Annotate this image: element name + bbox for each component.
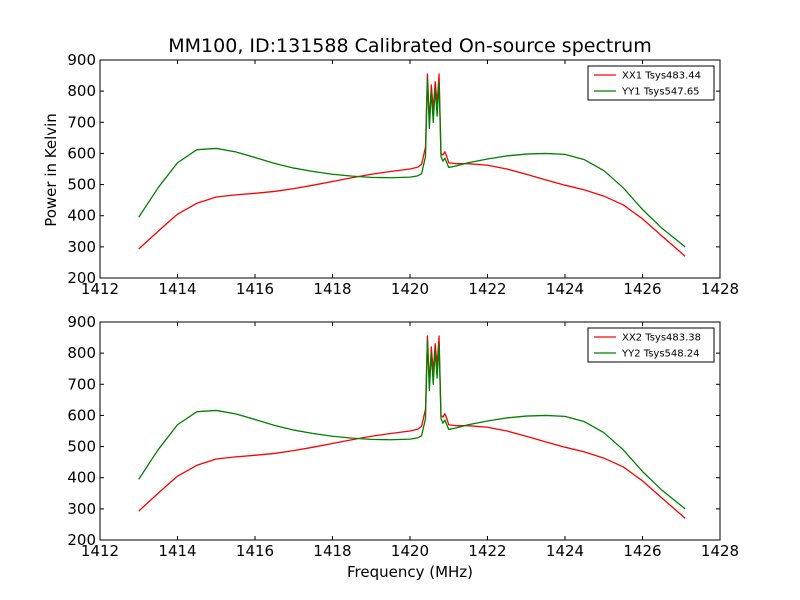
series-line-yy-panel-1 xyxy=(138,78,686,248)
x-axis-label: Frequency (MHz) xyxy=(347,563,473,581)
legend-entry: XX1 Tsys483.44 xyxy=(622,71,701,82)
x-tick-label: 1418 xyxy=(313,280,351,298)
legend-entry: YY2 Tsys548.24 xyxy=(621,349,700,360)
x-tick-label: 1416 xyxy=(236,542,274,560)
x-tick-label: 1428 xyxy=(701,542,739,560)
series-line-yy-panel-2 xyxy=(138,340,686,510)
x-tick-label: 1418 xyxy=(313,542,351,560)
y-tick-label: 800 xyxy=(67,344,96,362)
x-tick-label: 1412 xyxy=(81,542,119,560)
y-tick-label: 900 xyxy=(67,313,96,331)
x-tick-label: 1426 xyxy=(623,280,661,298)
y-tick-label: 500 xyxy=(67,176,96,194)
x-tick-label: 1424 xyxy=(546,542,584,560)
y-tick-label: 400 xyxy=(67,469,96,487)
x-tick-label: 1428 xyxy=(701,280,739,298)
x-tick-label: 1416 xyxy=(236,280,274,298)
bottom-panel: 1412 1414 1416 1418 1420 1422 1424 1426 1428 200 3… xyxy=(67,313,739,560)
y-axis-label: Power in Kelvin xyxy=(42,113,60,227)
y-tick-label: 300 xyxy=(67,238,96,256)
x-tick-label: 1426 xyxy=(623,542,661,560)
x-tick-label: 1420 xyxy=(391,542,429,560)
legend-box xyxy=(587,65,715,101)
legend-entry: YY1 Tsys547.65 xyxy=(621,87,700,98)
y-tick-label: 600 xyxy=(67,144,96,162)
x-tick-label: 1424 xyxy=(546,280,584,298)
y-tick-label: 700 xyxy=(67,375,96,393)
y-tick-label: 200 xyxy=(67,531,96,549)
y-tick-label: 700 xyxy=(67,113,96,131)
x-tick-label: 1414 xyxy=(158,280,196,298)
legend-panel-2: XX2 Tsys483.38 YY2 Tsys548.24 xyxy=(587,327,715,363)
chart-title: MM100, ID:131588 Calibrated On-source sp… xyxy=(168,35,651,57)
x-tick-label: 1422 xyxy=(468,542,506,560)
x-tick-label: 1422 xyxy=(468,280,506,298)
legend-box xyxy=(587,327,715,363)
legend-entry: XX2 Tsys483.38 xyxy=(622,333,701,344)
y-tick-label: 500 xyxy=(67,438,96,456)
y-tick-label: 800 xyxy=(67,82,96,100)
legend-panel-1: XX1 Tsys483.44 YY1 Tsys547.65 xyxy=(587,65,715,101)
x-tick-label: 1414 xyxy=(158,542,196,560)
top-panel: 1412 1414 1416 1418 1420 1422 1424 1426 1428 200 3… xyxy=(67,51,739,298)
y-tick-label: 900 xyxy=(67,51,96,69)
y-tick-label: 600 xyxy=(67,406,96,424)
x-tick-label: 1420 xyxy=(391,280,429,298)
y-tick-label: 300 xyxy=(67,500,96,518)
x-tick-label: 1412 xyxy=(81,280,119,298)
y-tick-label: 400 xyxy=(67,207,96,225)
y-tick-label: 200 xyxy=(67,269,96,287)
